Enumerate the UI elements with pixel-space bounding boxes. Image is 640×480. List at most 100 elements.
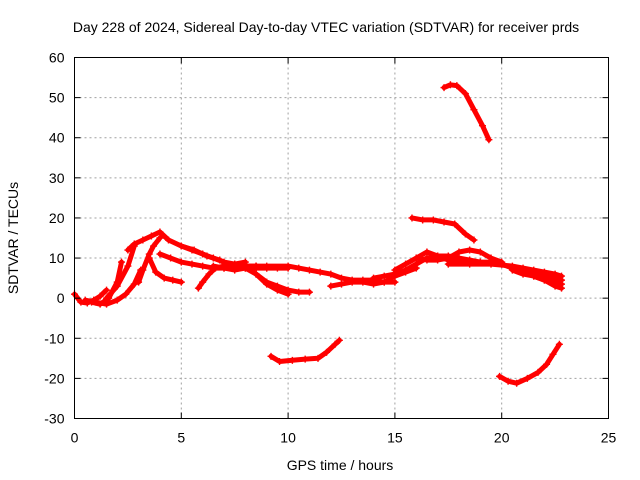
y-axis-label: SDTVAR / TECUs <box>5 182 21 294</box>
data-point <box>331 340 339 348</box>
data-point <box>402 266 410 274</box>
data-point <box>267 352 275 360</box>
data-point <box>231 260 239 268</box>
data-point <box>534 368 542 376</box>
data-point <box>412 254 420 262</box>
data-point <box>117 258 125 266</box>
data-point <box>543 360 551 368</box>
data-point <box>476 248 484 256</box>
data-point <box>444 260 452 268</box>
data-point <box>555 340 563 348</box>
data-point <box>152 268 160 276</box>
data-point <box>177 258 185 266</box>
data-point <box>338 280 345 288</box>
data-point <box>199 250 207 258</box>
y-tick-label: -10 <box>44 330 64 346</box>
data-point <box>209 262 217 270</box>
data-point <box>252 270 260 278</box>
data-point <box>130 280 138 288</box>
data-point <box>156 250 164 258</box>
data-point <box>220 264 228 272</box>
data-point <box>408 214 416 222</box>
data-point <box>391 278 399 286</box>
y-tick-label: 0 <box>57 290 65 306</box>
data-point <box>429 216 437 224</box>
data-point <box>314 354 322 362</box>
series-trace <box>531 273 564 291</box>
data-point <box>103 294 111 302</box>
data-point <box>139 266 147 274</box>
data-point <box>453 82 461 90</box>
y-tick-label: 30 <box>49 170 65 186</box>
data-point <box>504 377 512 385</box>
data-point <box>380 272 388 280</box>
data-point <box>167 254 175 262</box>
data-point <box>88 298 96 306</box>
data-point <box>419 216 427 224</box>
data-point <box>348 278 356 286</box>
series-trace <box>497 341 562 386</box>
series-track-25 <box>267 336 343 366</box>
series-track-18 <box>412 246 506 266</box>
data-point <box>370 274 378 282</box>
data-point <box>231 266 239 274</box>
data-point <box>327 270 335 278</box>
y-tick-label: 60 <box>49 50 65 66</box>
data-point <box>446 81 454 89</box>
x-tick-label: 20 <box>494 430 510 446</box>
data-point <box>440 84 448 92</box>
data-point <box>130 240 138 248</box>
y-tick-label: -30 <box>44 411 64 427</box>
data-point <box>169 276 177 284</box>
series-trace <box>253 271 291 297</box>
data-point <box>485 136 493 144</box>
y-tick-label: 50 <box>49 90 65 106</box>
data-point <box>160 274 168 282</box>
data-point <box>263 280 271 288</box>
data-point <box>188 260 196 268</box>
data-point <box>513 379 521 387</box>
grid <box>74 57 609 419</box>
x-tick-label: 0 <box>71 430 79 446</box>
data-point <box>370 280 378 288</box>
series-track-06 <box>135 234 164 286</box>
data-point <box>402 260 410 268</box>
x-tick-label: 15 <box>387 430 403 446</box>
data-point <box>444 254 452 262</box>
data-point <box>135 278 143 286</box>
data-point <box>199 262 207 270</box>
plot-frame <box>74 57 609 419</box>
data-point <box>470 236 478 244</box>
series-track-22 <box>530 272 566 292</box>
data-point <box>391 266 399 274</box>
data-point <box>139 236 147 244</box>
x-tick-label: 10 <box>280 430 296 446</box>
data-point <box>305 266 313 274</box>
data-point <box>276 358 284 366</box>
data-point <box>295 264 303 272</box>
data-point <box>288 356 296 364</box>
data-point <box>496 372 504 380</box>
y-tick-label: 10 <box>49 250 65 266</box>
data-point <box>301 355 309 363</box>
data-point <box>380 278 388 286</box>
x-tick-label: 5 <box>177 430 185 446</box>
data-point <box>478 122 486 130</box>
data-point <box>145 254 153 262</box>
chart-title: Day 228 of 2024, Sidereal Day-to-day VTE… <box>73 19 579 35</box>
data-point <box>451 220 459 228</box>
y-tick-label: 20 <box>49 210 65 226</box>
data-point <box>205 270 213 278</box>
data-point <box>81 296 89 304</box>
data-point <box>551 282 559 290</box>
data-point <box>103 286 111 294</box>
data-point <box>423 256 431 264</box>
series-track-23 <box>408 214 478 244</box>
data-point <box>150 242 158 250</box>
data-point <box>508 266 516 274</box>
data-layer <box>71 81 566 387</box>
data-point <box>209 254 217 262</box>
data-point <box>434 256 442 264</box>
data-point <box>461 230 469 238</box>
